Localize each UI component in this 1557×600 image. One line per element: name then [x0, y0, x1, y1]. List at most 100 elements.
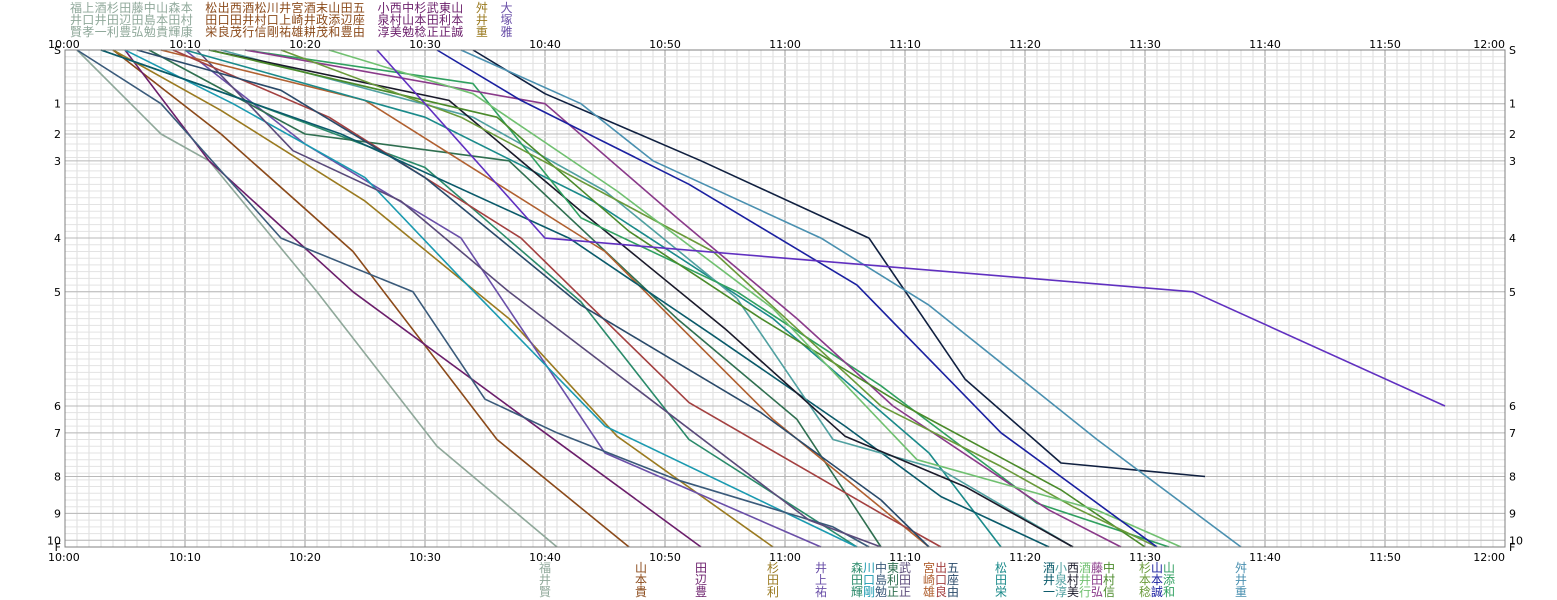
series-line [376, 49, 1446, 407]
legend-char: 行 [242, 25, 254, 39]
legend-char: 茂 [230, 25, 242, 39]
finisher-label-char: 川 [863, 561, 875, 575]
series-line [148, 49, 882, 548]
finisher-label-char: 剛 [863, 585, 875, 599]
finisher-label-char: 輝 [851, 585, 863, 599]
finisher-label-char: 田 [767, 573, 779, 587]
x-tick-label-top: 12:00 [1473, 38, 1505, 51]
legend-char: 誠 [451, 25, 463, 39]
finisher-label-char: 中 [1103, 560, 1115, 575]
x-tick-label-top: 10:00 [48, 38, 80, 51]
finisher-label-char: 山 [1151, 561, 1163, 575]
legend-char: 由 [353, 25, 365, 39]
x-tick-label-top: 11:00 [769, 38, 801, 51]
legend-char: 辺 [341, 13, 353, 27]
finisher-label-char: 田 [899, 573, 911, 587]
legend-char: 五 [353, 1, 365, 15]
legend-char: 酒 [242, 1, 254, 15]
legend-char: 康 [181, 24, 193, 39]
legend-char: 出 [218, 1, 230, 15]
finisher-label-char: 宮 [923, 560, 935, 575]
y-tick-label-right: 8 [1509, 470, 1516, 483]
axes: 10:00 10:00 10:10 10:10 10:20 10:20 10:30 10:30… [47, 38, 1523, 564]
y-tick-label-right: 9 [1509, 507, 1516, 520]
y-tick-label-left: F [55, 541, 61, 554]
legend-char: 祐 [279, 25, 291, 39]
y-tick-label-right: 6 [1509, 400, 1516, 413]
finisher-label-char: 本 [1151, 573, 1163, 587]
y-tick-label-left: 10 [47, 534, 61, 547]
legend-char: 山 [328, 1, 340, 15]
finisher-label-char: 中 [875, 560, 887, 575]
legend-char: 東 [439, 1, 451, 15]
legend-char: 剛 [267, 25, 279, 39]
y-tick-label-left: S [54, 44, 61, 57]
x-tick-label-bottom: 12:00 [1473, 551, 1505, 564]
x-tick-label-top: 11:30 [1129, 38, 1161, 51]
y-tick-label-left: 6 [54, 400, 61, 413]
finisher-label-char: 上 [815, 573, 827, 587]
legend-char: 口 [82, 13, 94, 27]
finisher-label-char: 一 [1043, 585, 1055, 599]
series-line [460, 49, 1242, 548]
x-tick-label-top: 11:10 [889, 38, 921, 51]
legend-char: 雅 [501, 24, 513, 39]
legend-char: 川 [267, 1, 279, 15]
finisher-label-char: 栄 [995, 585, 1007, 599]
finisher-label-char: 弘 [1091, 585, 1103, 599]
legend-char: 中 [402, 0, 414, 15]
finisher-label-char: 武 [899, 561, 911, 575]
legend-char: 井 [476, 13, 488, 27]
legend-char: 貴 [156, 25, 168, 39]
series-line [160, 49, 930, 548]
x-tick-label-top: 11:40 [1249, 38, 1281, 51]
legend-char: 田 [341, 1, 353, 15]
legend-char: 勉 [144, 25, 156, 39]
legend-char: 雄 [291, 24, 303, 39]
series-line [76, 49, 558, 548]
legend-char: 辺 [119, 13, 131, 27]
legend-char: 塚 [501, 13, 513, 27]
legend-char: 田 [107, 13, 119, 27]
finisher-label-char: 酒 [1079, 561, 1091, 575]
x-tick-label-top: 10:20 [289, 38, 321, 51]
finisher-label-char: 信 [1103, 585, 1115, 599]
finisher-label-char: 和 [1163, 585, 1175, 599]
series-line [328, 49, 1182, 548]
y-tick-label-left: 3 [54, 155, 61, 168]
x-tick-label-bottom: 11:10 [889, 551, 921, 564]
series-line [76, 49, 870, 548]
finisher-label-char: 田 [695, 561, 707, 575]
finisher-label-char: 東 [887, 561, 899, 575]
y-tick-label-right: 10 [1509, 534, 1523, 547]
finisher-label-char: 井 [539, 573, 551, 587]
x-tick-label-top: 10:50 [649, 38, 681, 51]
finisher-label-char: 行 [1079, 585, 1091, 599]
finisher-label-char: 山 [635, 561, 647, 575]
finisher-label-char: 島 [875, 572, 887, 587]
x-tick-label-top: 11:20 [1009, 38, 1041, 51]
finisher-label-char: 五 [947, 561, 959, 575]
finisher-label-char: 口 [863, 573, 875, 587]
legend-char: 上 [279, 13, 291, 27]
finisher-label-char: 出 [935, 561, 947, 575]
finisher-label-char: 由 [947, 585, 959, 599]
legend-char: 添 [328, 13, 340, 27]
legend-char: 賢 [70, 25, 82, 39]
x-tick-label-bottom: 10:50 [649, 551, 681, 564]
finisher-label-char: 重 [1235, 585, 1247, 599]
finisher-label-char: 山 [1163, 561, 1175, 575]
legend-char: 井 [279, 1, 291, 15]
legend-char: 正 [439, 25, 451, 39]
finisher-label-char: 稔 [1139, 585, 1151, 599]
y-tick-label-left: 7 [54, 427, 61, 440]
legend-char: 弘 [132, 25, 144, 39]
legend-char: 松 [255, 1, 267, 15]
legend-char: 井 [95, 13, 107, 27]
x-tick-label-top: 10:40 [529, 38, 561, 51]
finisher-label-char: 利 [767, 585, 779, 599]
series-line [124, 49, 858, 548]
y-tick-label-left: 9 [54, 507, 61, 520]
y-tick-label-right: S [1509, 44, 1516, 57]
legend-char: 和 [328, 25, 340, 39]
